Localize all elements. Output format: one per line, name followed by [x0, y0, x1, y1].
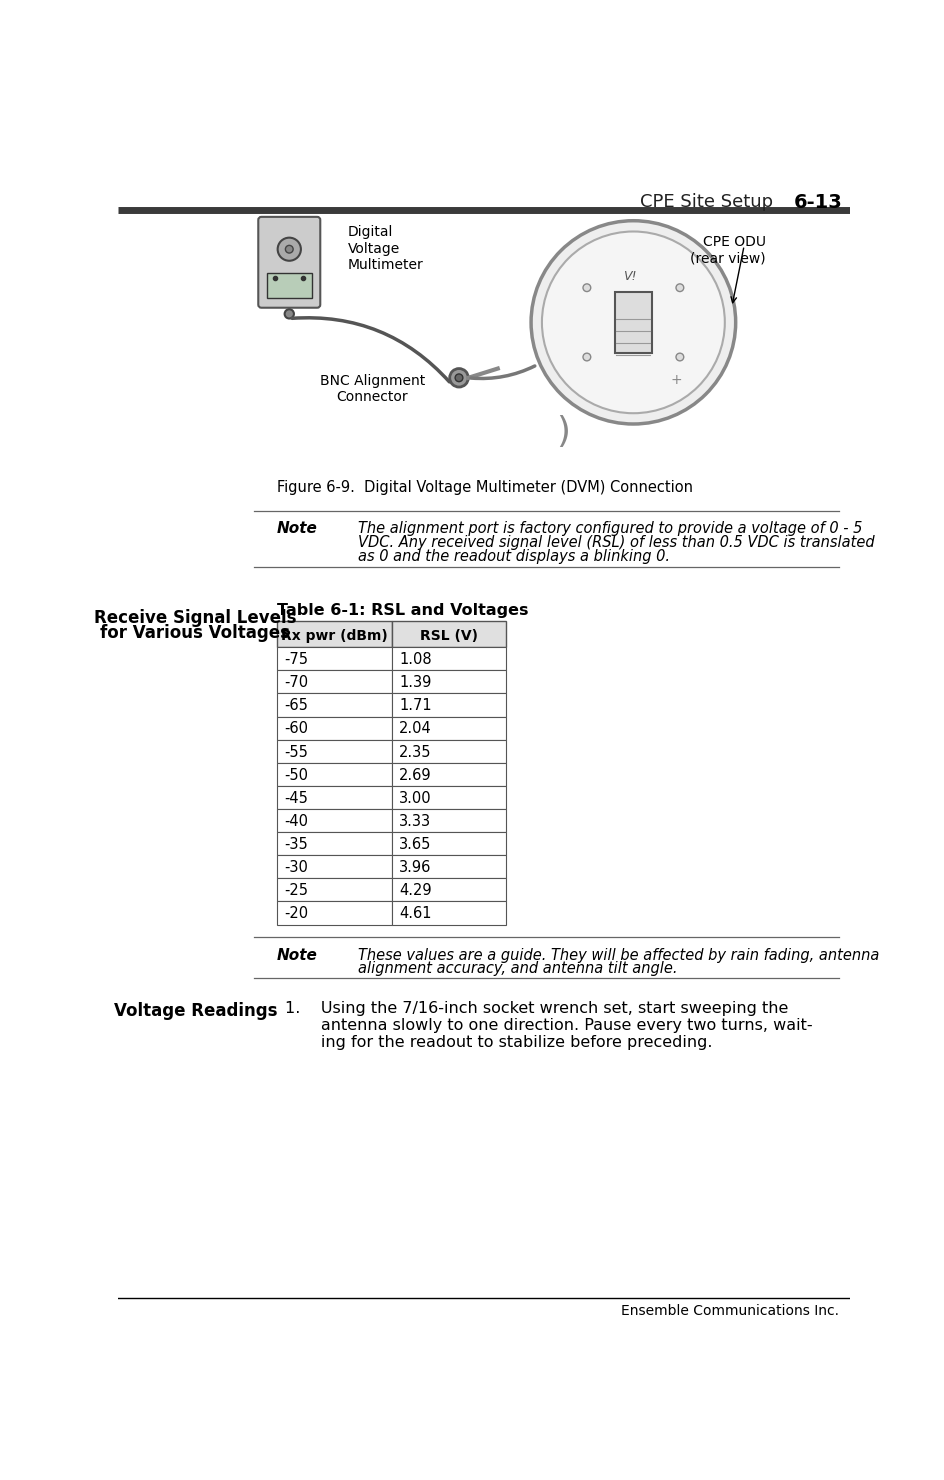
Circle shape [285, 309, 294, 318]
Text: 6-13: 6-13 [794, 192, 843, 212]
FancyBboxPatch shape [259, 218, 320, 308]
Text: 2.69: 2.69 [399, 768, 432, 783]
FancyBboxPatch shape [277, 810, 392, 832]
FancyBboxPatch shape [392, 855, 506, 878]
FancyBboxPatch shape [277, 647, 392, 670]
FancyBboxPatch shape [277, 878, 392, 901]
Text: -30: -30 [285, 860, 309, 875]
FancyBboxPatch shape [277, 901, 392, 925]
Text: 1.08: 1.08 [399, 653, 432, 667]
FancyBboxPatch shape [392, 878, 506, 901]
Circle shape [542, 231, 725, 413]
Text: CPE ODU
(rear view): CPE ODU (rear view) [690, 235, 766, 265]
Text: The alignment port is factory configured to provide a voltage of 0 - 5: The alignment port is factory configured… [359, 521, 863, 536]
FancyBboxPatch shape [277, 622, 392, 647]
Circle shape [449, 369, 468, 388]
Text: Ensemble Communications Inc.: Ensemble Communications Inc. [621, 1304, 839, 1319]
Text: Table 6-1: RSL and Voltages: Table 6-1: RSL and Voltages [277, 602, 529, 617]
FancyBboxPatch shape [392, 762, 506, 786]
FancyBboxPatch shape [277, 740, 392, 762]
FancyBboxPatch shape [277, 716, 392, 740]
FancyBboxPatch shape [392, 716, 506, 740]
Circle shape [583, 284, 591, 292]
FancyBboxPatch shape [277, 855, 392, 878]
FancyBboxPatch shape [392, 647, 506, 670]
Text: ing for the readout to stabilize before preceding.: ing for the readout to stabilize before … [285, 1036, 712, 1051]
Text: -65: -65 [285, 699, 309, 713]
Circle shape [676, 284, 683, 292]
Text: Digital
Voltage
Multimeter: Digital Voltage Multimeter [347, 225, 423, 272]
Text: 4.29: 4.29 [399, 884, 432, 898]
Text: antenna slowly to one direction. Pause every two turns, wait-: antenna slowly to one direction. Pause e… [285, 1018, 812, 1033]
FancyBboxPatch shape [277, 786, 392, 810]
Circle shape [455, 374, 463, 382]
FancyBboxPatch shape [392, 740, 506, 762]
FancyBboxPatch shape [392, 810, 506, 832]
Text: These values are a guide. They will be affected by rain fading, antenna: These values are a guide. They will be a… [359, 947, 880, 962]
Circle shape [278, 238, 301, 260]
FancyBboxPatch shape [392, 901, 506, 925]
Text: 4.61: 4.61 [399, 906, 431, 921]
Text: V!: V! [623, 269, 636, 283]
Text: -45: -45 [285, 790, 309, 805]
Text: ): ) [557, 414, 570, 448]
Text: 2.04: 2.04 [399, 721, 432, 737]
Text: VDC. Any received signal level (RSL) of less than 0.5 VDC is translated: VDC. Any received signal level (RSL) of … [359, 534, 875, 551]
Text: 3.00: 3.00 [399, 790, 432, 805]
Text: 1.71: 1.71 [399, 699, 432, 713]
Text: Receive Signal Levels: Receive Signal Levels [94, 608, 296, 628]
Text: as 0 and the readout displays a blinking 0.: as 0 and the readout displays a blinking… [359, 549, 670, 564]
Text: -55: -55 [285, 744, 309, 759]
Text: -70: -70 [285, 675, 309, 690]
Text: 3.65: 3.65 [399, 836, 431, 852]
FancyBboxPatch shape [615, 292, 652, 354]
Text: alignment accuracy, and antenna tilt angle.: alignment accuracy, and antenna tilt ang… [359, 962, 678, 977]
Text: 2.35: 2.35 [399, 744, 431, 759]
Circle shape [531, 221, 735, 423]
Circle shape [583, 354, 591, 361]
FancyBboxPatch shape [277, 832, 392, 855]
Text: for Various Voltages: for Various Voltages [100, 625, 291, 642]
Text: CPE Site Setup: CPE Site Setup [640, 192, 773, 212]
Text: 1.39: 1.39 [399, 675, 431, 690]
Text: 1.    Using the 7/16-inch socket wrench set, start sweeping the: 1. Using the 7/16-inch socket wrench set… [285, 1002, 788, 1017]
Text: Rx pwr (dBm): Rx pwr (dBm) [281, 629, 388, 642]
Text: Note: Note [277, 521, 318, 536]
Text: RSL (V): RSL (V) [420, 629, 478, 642]
FancyBboxPatch shape [392, 670, 506, 694]
Text: 3.33: 3.33 [399, 814, 431, 829]
Text: Note: Note [277, 947, 318, 962]
Text: -20: -20 [285, 906, 309, 921]
Text: Figure 6-9.  Digital Voltage Multimeter (DVM) Connection: Figure 6-9. Digital Voltage Multimeter (… [277, 480, 693, 496]
Text: +: + [670, 373, 682, 388]
Text: -35: -35 [285, 836, 309, 852]
Text: -40: -40 [285, 814, 309, 829]
Text: -25: -25 [285, 884, 309, 898]
Text: -50: -50 [285, 768, 309, 783]
FancyBboxPatch shape [277, 694, 392, 716]
Text: BNC Alignment
Connector: BNC Alignment Connector [320, 374, 425, 404]
FancyBboxPatch shape [277, 670, 392, 694]
FancyBboxPatch shape [392, 786, 506, 810]
FancyBboxPatch shape [392, 622, 506, 647]
Text: -75: -75 [285, 653, 309, 667]
FancyBboxPatch shape [392, 832, 506, 855]
Text: -60: -60 [285, 721, 309, 737]
FancyBboxPatch shape [277, 762, 392, 786]
Text: 3.96: 3.96 [399, 860, 431, 875]
FancyBboxPatch shape [392, 694, 506, 716]
Text: Voltage Readings: Voltage Readings [113, 1002, 278, 1020]
FancyBboxPatch shape [267, 274, 312, 297]
Circle shape [285, 246, 294, 253]
Circle shape [676, 354, 683, 361]
